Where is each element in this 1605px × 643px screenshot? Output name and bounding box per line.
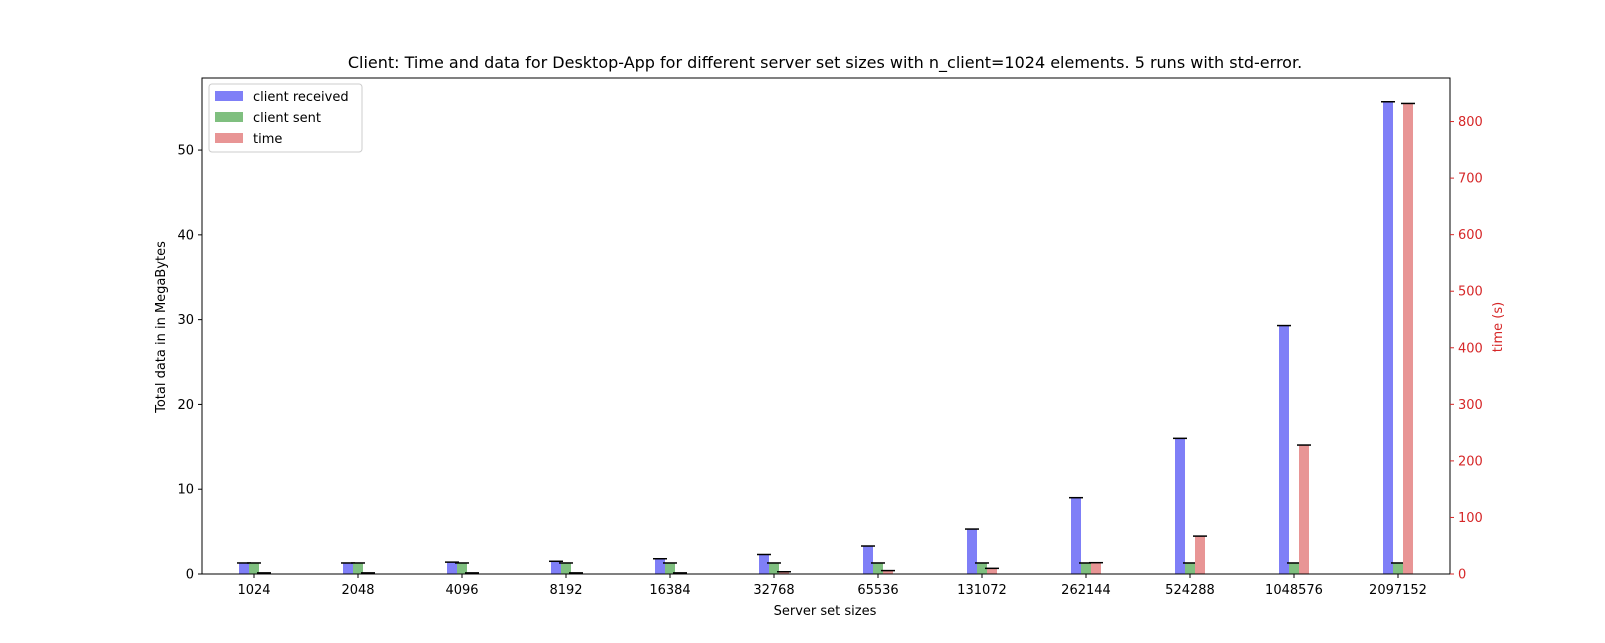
bar-client-sent (561, 562, 571, 574)
bar-client-received (239, 562, 249, 574)
x-tick-label: 65536 (857, 583, 898, 598)
x-tick-label: 4096 (445, 583, 478, 598)
y-tick-label-left: 50 (177, 144, 194, 159)
y-tick-label-right: 200 (1458, 454, 1483, 469)
bar-client-received (343, 562, 353, 574)
bar-client-sent (1081, 562, 1091, 574)
legend-box (208, 83, 363, 153)
legend-label: client sent (253, 111, 321, 126)
bar-client-sent (873, 562, 883, 574)
bar-client-sent (665, 562, 675, 574)
bar-time (1195, 536, 1205, 574)
bar-client-sent (1393, 562, 1403, 574)
y-tick-label-right: 0 (1458, 568, 1466, 583)
y-tick-label-right: 700 (1458, 172, 1483, 187)
bar-time (883, 570, 893, 574)
bar-client-sent (1185, 562, 1195, 574)
y-tick-label-left: 40 (177, 228, 194, 243)
bar-client-received (1175, 438, 1185, 574)
x-tick-label: 1048576 (1265, 583, 1323, 598)
chart-title: Client: Time and data for Desktop-App fo… (348, 53, 1302, 73)
legend-swatch (215, 91, 243, 101)
y-tick-label-left: 0 (186, 568, 194, 583)
bar-client-sent (249, 562, 259, 574)
x-tick-label: 1024 (237, 583, 270, 598)
y-tick-label-right: 300 (1458, 398, 1483, 413)
bar-client-received (655, 558, 665, 574)
y-tick-label-right: 400 (1458, 341, 1483, 356)
bar-time (1403, 103, 1413, 574)
x-tick-label: 16384 (649, 583, 690, 598)
y-tick-label-left: 20 (177, 398, 194, 413)
bar-client-received (759, 554, 769, 574)
bar-time (779, 571, 789, 574)
x-tick-label: 262144 (1061, 583, 1111, 598)
y-tick-label-right: 800 (1458, 115, 1483, 130)
bar-client-sent (353, 562, 363, 574)
bar-client-received (1279, 325, 1289, 574)
bar-time (1091, 562, 1101, 574)
plot-frame (201, 77, 1451, 575)
bar-client-received (967, 529, 977, 574)
x-tick-label: 2097152 (1369, 583, 1427, 598)
y-tick-label-left: 10 (177, 483, 194, 498)
y-tick-label-right: 500 (1458, 285, 1483, 300)
bar-client-received (551, 561, 561, 574)
y-axis-label-left: Total data in in MegaBytes (154, 241, 169, 414)
bar-client-sent (977, 562, 987, 574)
x-axis-label: Server set sizes (774, 604, 877, 619)
x-tick-label: 2048 (341, 583, 374, 598)
legend-swatch (215, 112, 243, 122)
y-tick-label-right: 600 (1458, 228, 1483, 243)
bar-client-received (447, 562, 457, 574)
bar-client-sent (457, 562, 467, 574)
y-axis-label-right: time (s) (1491, 302, 1506, 352)
x-tick-label: 524288 (1165, 583, 1215, 598)
bar-client-sent (1289, 562, 1299, 574)
bar-client-received (1071, 497, 1081, 574)
y-tick-label-left: 30 (177, 313, 194, 328)
legend: client received client sent time (208, 83, 363, 153)
legend-label: time (253, 132, 282, 147)
plot-area: 1024 2048 4096 8192 16384 32768 65536 131072 262… (177, 77, 1483, 598)
bar-client-sent (769, 562, 779, 574)
bar-client-received (1383, 101, 1393, 574)
x-tick-label: 8192 (549, 583, 582, 598)
x-tick-label: 32768 (753, 583, 794, 598)
bar-client-received (863, 546, 873, 574)
legend-swatch (215, 133, 243, 143)
bar-time (987, 568, 997, 574)
x-tick-label: 131072 (957, 583, 1007, 598)
bar-time (1299, 445, 1309, 574)
y-tick-label-right: 100 (1458, 511, 1483, 526)
legend-label: client received (253, 90, 349, 105)
